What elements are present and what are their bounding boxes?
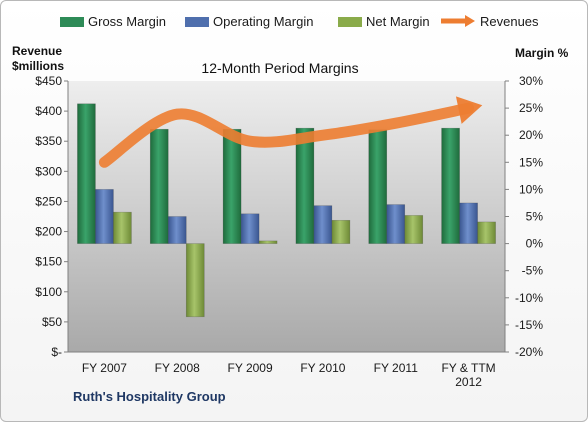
bar-operating-margin bbox=[95, 189, 114, 244]
company-label: Ruth's Hospitality Group bbox=[73, 389, 226, 404]
bar-operating-margin bbox=[459, 202, 478, 244]
legend-label-net-margin: Net Margin bbox=[366, 14, 430, 29]
bar-gross-margin bbox=[368, 129, 388, 244]
revenue-line bbox=[98, 102, 475, 168]
bar-net-margin bbox=[331, 219, 351, 244]
left-tick-label: $150 bbox=[35, 255, 62, 269]
left-tick-label: $- bbox=[51, 345, 62, 359]
right-tick-label: 20% bbox=[519, 128, 543, 142]
x-tick-label: 2012 bbox=[455, 375, 482, 389]
plot-area bbox=[68, 81, 505, 352]
legend-swatch-gross-margin bbox=[60, 17, 84, 27]
right-tick-label: 10% bbox=[519, 182, 543, 196]
revenue-arrowhead bbox=[455, 96, 483, 124]
bar-gross-margin bbox=[77, 103, 96, 244]
legend: Gross Margin Operating Margin Net Margin… bbox=[0, 14, 588, 34]
legend-swatch-net-margin bbox=[338, 17, 362, 27]
left-tick-label: $450 bbox=[35, 74, 62, 88]
right-tick-label: 15% bbox=[519, 155, 543, 169]
left-tick-label: $250 bbox=[35, 194, 62, 208]
left-tick-label: $50 bbox=[42, 315, 62, 329]
bar-gross-margin bbox=[222, 128, 242, 244]
right-tick-label: -10% bbox=[515, 291, 543, 305]
x-tick-label: FY & TTM bbox=[441, 361, 495, 375]
x-tick-label: FY 2010 bbox=[300, 361, 345, 375]
right-tick-label: -20% bbox=[515, 345, 543, 359]
left-tick-label: $300 bbox=[35, 164, 62, 178]
left-axis-title: Revenue $millions bbox=[12, 44, 65, 73]
x-tick-label: FY 2007 bbox=[82, 361, 127, 375]
bar-net-margin bbox=[113, 211, 132, 244]
legend-item-revenues: Revenues bbox=[440, 14, 539, 29]
bar-operating-margin bbox=[313, 205, 333, 244]
legend-swatch-operating-margin bbox=[185, 17, 209, 27]
x-tick-label: FY 2009 bbox=[228, 361, 273, 375]
right-tick-label: 30% bbox=[519, 74, 543, 88]
left-tick-label: $400 bbox=[35, 104, 62, 118]
x-tick-label: FY 2011 bbox=[374, 361, 419, 375]
right-tick-label: 25% bbox=[519, 101, 543, 115]
left-tick-label: $100 bbox=[35, 285, 62, 299]
left-tick-label: $350 bbox=[35, 134, 62, 148]
legend-arrow-icon bbox=[441, 15, 475, 27]
legend-item-gross-margin: Gross Margin bbox=[60, 14, 166, 29]
bar-net-margin bbox=[477, 221, 496, 244]
bar-operating-margin bbox=[386, 204, 406, 244]
x-tick-label: FY 2008 bbox=[155, 361, 200, 375]
bar-net-margin bbox=[404, 215, 424, 244]
right-tick-label: 5% bbox=[526, 210, 544, 224]
left-tick-label: $200 bbox=[35, 225, 62, 239]
legend-item-operating-margin: Operating Margin bbox=[185, 14, 313, 29]
right-tick-label: -5% bbox=[522, 264, 544, 278]
bar-net-margin bbox=[258, 240, 278, 244]
legend-label-revenues: Revenues bbox=[480, 14, 539, 29]
legend-label-operating-margin: Operating Margin bbox=[213, 14, 314, 29]
right-axis-title: Margin % bbox=[515, 46, 569, 60]
right-tick-label: 0% bbox=[526, 237, 544, 251]
legend-item-net-margin: Net Margin bbox=[338, 14, 430, 29]
right-tick-label: -15% bbox=[515, 318, 543, 332]
bar-gross-margin bbox=[149, 128, 169, 244]
bar-net-margin bbox=[185, 243, 205, 318]
bar-gross-margin bbox=[441, 127, 460, 244]
legend-label-gross-margin: Gross Margin bbox=[88, 14, 167, 29]
bar-gross-margin bbox=[295, 127, 315, 244]
bar-operating-margin bbox=[240, 213, 260, 244]
chart-title: 12-Month Period Margins bbox=[201, 60, 359, 76]
bar-operating-margin bbox=[167, 216, 187, 244]
